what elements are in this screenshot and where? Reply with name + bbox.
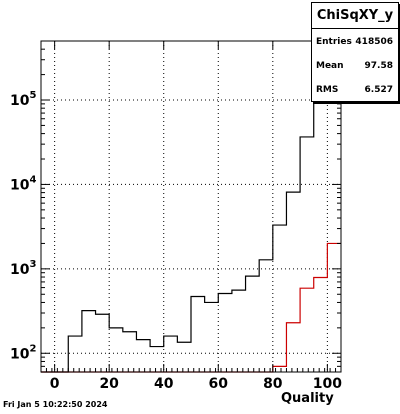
stats-value: 97.58 bbox=[364, 61, 393, 71]
x-axis-title: Quality bbox=[281, 391, 334, 406]
stats-key: RMS bbox=[316, 85, 339, 95]
y-tick-label: 103 bbox=[10, 259, 36, 278]
histogram-series bbox=[41, 46, 341, 373]
x-tick-label: 100 bbox=[313, 376, 342, 392]
y-tick-label: 104 bbox=[10, 174, 36, 193]
stats-box: ChiSqXY_y Entries 418506 Mean 97.58 RMS … bbox=[311, 2, 399, 102]
x-tick-label: 40 bbox=[154, 376, 174, 392]
x-tick-label: 20 bbox=[99, 376, 119, 392]
x-tick-label: 0 bbox=[50, 376, 60, 392]
axis-ticks bbox=[40, 40, 342, 373]
stats-value: 6.527 bbox=[364, 85, 393, 95]
stats-key: Entries bbox=[316, 37, 352, 47]
plot-frame bbox=[40, 40, 342, 373]
stats-row-mean: Mean 97.58 bbox=[312, 53, 398, 77]
stats-row-entries: Entries 418506 bbox=[312, 29, 398, 53]
stats-title: ChiSqXY_y bbox=[312, 3, 398, 29]
datestamp: Fri Jan 5 10:22:50 2024 bbox=[3, 400, 108, 409]
tick-labels: 0 20 40 60 80 100 102 103 104 105 bbox=[10, 90, 342, 392]
stats-value: 418506 bbox=[355, 37, 393, 47]
y-tick-label: 102 bbox=[10, 343, 36, 362]
x-tick-label: 60 bbox=[209, 376, 229, 392]
y-tick-label: 105 bbox=[10, 90, 36, 109]
series-all-outline bbox=[41, 46, 341, 373]
stats-row-rms: RMS 6.527 bbox=[312, 77, 398, 101]
stats-key: Mean bbox=[316, 61, 344, 71]
x-tick-label: 80 bbox=[263, 376, 283, 392]
